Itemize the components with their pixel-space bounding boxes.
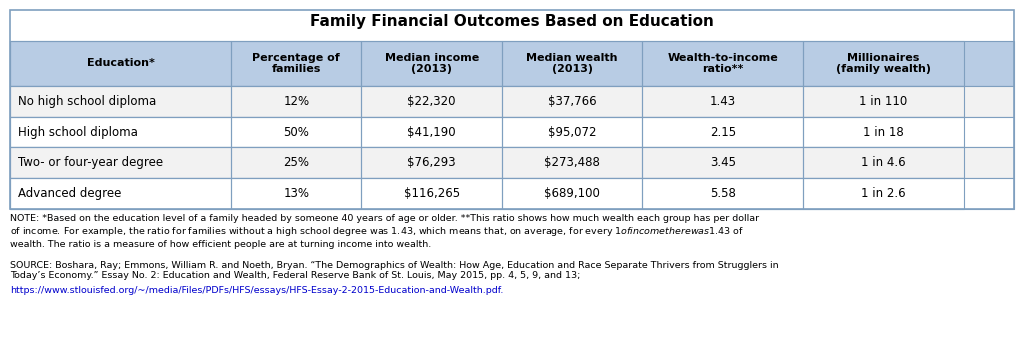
Text: $22,320: $22,320 <box>408 95 456 108</box>
Text: Median income
(2013): Median income (2013) <box>385 53 479 74</box>
Bar <box>502 41 642 86</box>
Text: $273,488: $273,488 <box>545 156 600 169</box>
Text: 50%: 50% <box>284 126 309 139</box>
Bar <box>10 147 231 178</box>
Bar <box>803 117 964 147</box>
Bar <box>10 86 231 117</box>
Bar <box>361 41 502 86</box>
Text: High school diploma: High school diploma <box>18 126 138 139</box>
Text: 12%: 12% <box>284 95 309 108</box>
Text: 13%: 13% <box>284 187 309 200</box>
Bar <box>10 41 1014 86</box>
Text: Median wealth
(2013): Median wealth (2013) <box>526 53 617 74</box>
Bar <box>10 41 231 86</box>
Text: 3.45: 3.45 <box>710 156 735 169</box>
Bar <box>803 178 964 209</box>
Text: SOURCE: Boshara, Ray; Emmons, William R. and Noeth, Bryan. “The Demographics of : SOURCE: Boshara, Ray; Emmons, William R.… <box>10 261 779 280</box>
Text: $116,265: $116,265 <box>403 187 460 200</box>
Bar <box>361 178 502 209</box>
Bar <box>231 147 361 178</box>
Text: 2.15: 2.15 <box>710 126 736 139</box>
Text: Two- or four-year degree: Two- or four-year degree <box>18 156 164 169</box>
Bar <box>10 178 231 209</box>
Bar <box>231 41 361 86</box>
Text: 25%: 25% <box>284 156 309 169</box>
Bar <box>231 86 361 117</box>
Text: Wealth-to-income
ratio**: Wealth-to-income ratio** <box>668 53 778 74</box>
Bar <box>502 117 642 147</box>
Bar <box>642 147 803 178</box>
Bar <box>502 178 642 209</box>
Bar <box>10 117 231 147</box>
Text: Advanced degree: Advanced degree <box>18 187 122 200</box>
Text: Education*: Education* <box>87 58 155 69</box>
Text: 1 in 2.6: 1 in 2.6 <box>861 187 905 200</box>
Text: $41,190: $41,190 <box>408 126 456 139</box>
Bar <box>642 41 803 86</box>
Bar <box>803 86 964 117</box>
Bar <box>361 147 502 178</box>
Text: $37,766: $37,766 <box>548 95 597 108</box>
Text: 5.58: 5.58 <box>710 187 735 200</box>
Text: https://www.stlouisfed.org/~/media/Files/PDFs/HFS/essays/HFS-Essay-2-2015-Educat: https://www.stlouisfed.org/~/media/Files… <box>10 286 504 295</box>
Bar <box>10 147 1014 178</box>
Bar <box>361 117 502 147</box>
Bar <box>231 117 361 147</box>
Text: 1 in 4.6: 1 in 4.6 <box>861 156 905 169</box>
Text: Millionaires
(family wealth): Millionaires (family wealth) <box>836 53 931 74</box>
Text: Percentage of
families: Percentage of families <box>252 53 340 74</box>
Bar <box>803 41 964 86</box>
Text: Family Financial Outcomes Based on Education: Family Financial Outcomes Based on Educa… <box>310 14 714 29</box>
Text: $76,293: $76,293 <box>408 156 456 169</box>
Text: 1 in 110: 1 in 110 <box>859 95 907 108</box>
Text: 1 in 18: 1 in 18 <box>863 126 903 139</box>
Bar <box>361 86 502 117</box>
Bar <box>803 147 964 178</box>
Bar <box>642 86 803 117</box>
Bar <box>642 178 803 209</box>
Bar <box>10 117 1014 147</box>
Text: 1.43: 1.43 <box>710 95 736 108</box>
Text: NOTE: *Based on the education level of a family headed by someone 40 years of ag: NOTE: *Based on the education level of a… <box>10 214 760 249</box>
Bar <box>231 178 361 209</box>
Bar <box>10 86 1014 117</box>
Bar <box>502 147 642 178</box>
Text: $95,072: $95,072 <box>548 126 596 139</box>
Text: No high school diploma: No high school diploma <box>18 95 157 108</box>
Bar <box>642 117 803 147</box>
Bar <box>10 10 1014 209</box>
Text: $689,100: $689,100 <box>545 187 600 200</box>
Bar <box>502 86 642 117</box>
Bar <box>10 178 1014 209</box>
